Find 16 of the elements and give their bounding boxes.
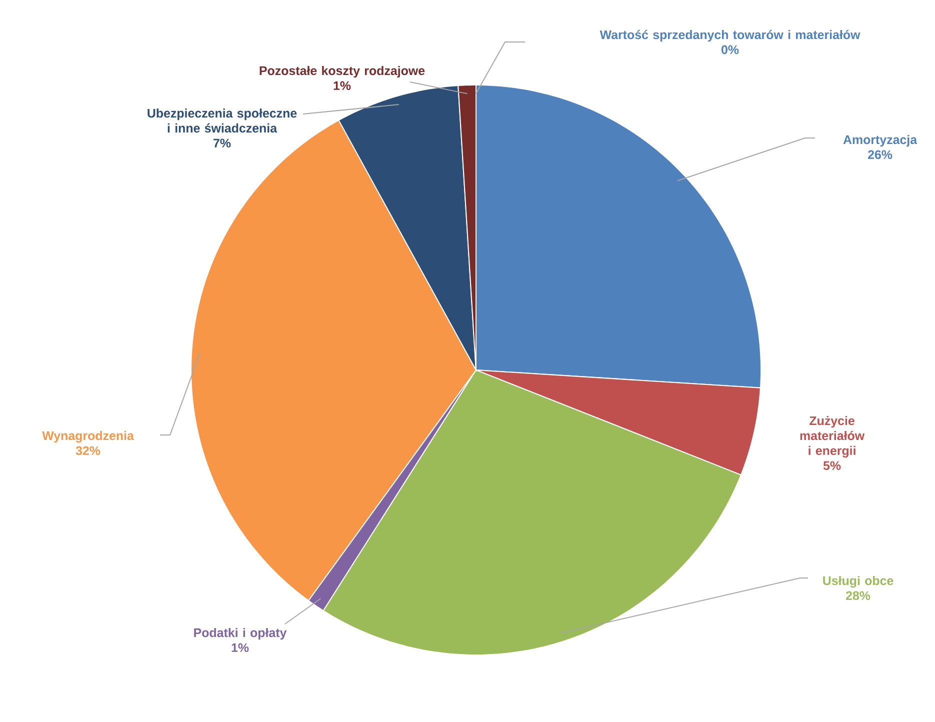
data-label: 1% [232, 643, 249, 652]
slice-label: Podatki i opłaty [194, 628, 287, 640]
slice-label: Pozostałe koszty rodzajowe [260, 66, 425, 78]
category-label: Wartość sprzedanych towarów i materiałów [600, 30, 860, 42]
data-label: 26% [868, 150, 892, 160]
data-label: 7% [214, 138, 231, 148]
slice-label: Usługi obce [823, 576, 894, 588]
data-label: 1% [334, 81, 351, 90]
data-label: 32% [76, 446, 100, 456]
slice-label: Ubezpieczenia społeczne i inne świadczenia [148, 108, 297, 133]
data-label: 5% [823, 461, 841, 470]
text: 0% [722, 45, 739, 54]
data-label: 28% [846, 591, 870, 600]
slice-label: Zużycie materiałów i energii [800, 416, 865, 458]
slice-label: Amortyzacja [843, 134, 918, 147]
slice-label: Wynagrodzenia [42, 430, 134, 443]
